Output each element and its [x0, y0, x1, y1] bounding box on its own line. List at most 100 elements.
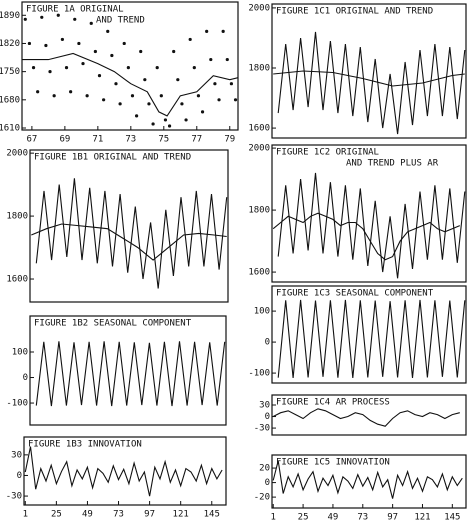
y-tick-label: 30 — [259, 401, 270, 411]
series-line — [24, 446, 223, 497]
y-tick-label: 1600 — [248, 268, 270, 278]
y-tick-label: 0 — [265, 412, 270, 422]
data-point — [200, 110, 205, 114]
y-tick-label: -30 — [254, 424, 270, 434]
panel-title: FIGURE 1B2 SEASONAL COMPONENT — [34, 319, 192, 329]
panel-title: AND TREND PLUS AR — [346, 159, 439, 169]
data-point — [85, 94, 89, 98]
data-point — [184, 118, 188, 122]
data-point — [167, 124, 172, 128]
series-line — [277, 299, 466, 379]
data-point — [44, 43, 48, 48]
panel-title: FIGURE 1C1 ORIGINAL AND TREND — [276, 7, 433, 17]
x-tick-label: 49 — [328, 513, 339, 523]
x-tick-label: 121 — [173, 510, 189, 520]
data-point — [209, 57, 213, 62]
data-point — [110, 53, 114, 58]
data-point — [97, 74, 102, 78]
y-tick-label: 1820 — [0, 39, 20, 49]
y-tick-label: 1610 — [0, 123, 20, 133]
panel-title: FIGURE 1C5 INNOVATION — [276, 458, 390, 468]
y-tick-label: 2000 — [6, 149, 28, 159]
data-point — [40, 15, 44, 19]
y-tick-label: 30 — [11, 450, 22, 460]
series-line — [277, 31, 466, 135]
panel-title: AND TREND — [96, 16, 145, 26]
series-line — [273, 70, 465, 87]
data-point — [213, 82, 217, 86]
data-point — [23, 17, 27, 21]
y-tick-label: -100 — [6, 399, 28, 409]
data-point — [143, 78, 147, 82]
x-tick-label: 73 — [125, 135, 136, 145]
panel-frame — [29, 315, 227, 426]
data-point — [31, 66, 36, 70]
x-tick-label: 69 — [59, 135, 70, 145]
x-tick-label: 1 — [23, 510, 28, 520]
data-point — [130, 94, 135, 98]
panel-frame — [271, 285, 467, 384]
data-point — [60, 37, 64, 42]
y-tick-label: 1800 — [248, 206, 270, 216]
x-tick-label: 145 — [204, 510, 220, 520]
data-point — [172, 49, 176, 54]
panel-title: FIGURE 1B1 ORIGINAL AND TREND — [34, 153, 191, 163]
panel-title: FIGURE 1A ORIGINAL — [26, 5, 124, 15]
series-line — [35, 341, 226, 407]
y-tick-label: 1600 — [248, 124, 270, 134]
panel-title: FIGURE 1C2 ORIGINAL — [276, 148, 379, 158]
y-tick-label: 1890 — [0, 11, 20, 21]
series-line — [22, 52, 239, 117]
data-point — [192, 66, 196, 70]
panel-frame — [23, 436, 227, 506]
series-line — [31, 223, 227, 261]
y-tick-label: 1800 — [6, 212, 28, 222]
panel-title: FIGURE 1C3 SEASONAL COMPONENT — [276, 289, 434, 299]
data-point — [81, 61, 85, 66]
data-point — [36, 90, 40, 94]
data-point — [134, 114, 139, 118]
x-tick-label: 145 — [444, 513, 460, 523]
x-tick-label: 73 — [357, 513, 368, 523]
x-tick-label: 49 — [82, 510, 93, 520]
panel-frame — [29, 149, 229, 303]
data-point — [122, 41, 126, 46]
series-line — [272, 212, 461, 261]
x-tick-label: 67 — [26, 135, 37, 145]
y-tick-label: 0 — [265, 338, 270, 348]
x-tick-label: 97 — [387, 513, 398, 523]
y-tick-label: 20 — [259, 464, 270, 474]
x-tick-label: 97 — [144, 510, 155, 520]
panel-title: FIGURE 1B3 INNOVATION — [28, 440, 142, 450]
y-tick-label: 0 — [17, 471, 22, 481]
data-point — [89, 21, 93, 25]
data-point — [102, 98, 106, 102]
panel-frame — [271, 144, 467, 283]
data-point — [205, 29, 209, 33]
data-point — [114, 82, 118, 86]
x-tick-label: 25 — [51, 510, 62, 520]
y-tick-label: 0 — [23, 373, 28, 383]
x-tick-label: 121 — [414, 513, 430, 523]
x-tick-label: 75 — [158, 135, 169, 145]
data-point — [163, 118, 168, 122]
x-tick-label: 25 — [298, 513, 309, 523]
y-tick-label: 2000 — [248, 3, 270, 13]
data-point — [77, 41, 81, 46]
data-point — [118, 102, 122, 106]
series-line — [272, 408, 460, 427]
data-point — [221, 29, 225, 33]
x-tick-label: 77 — [191, 135, 202, 145]
data-point — [52, 94, 56, 98]
data-point — [106, 29, 110, 33]
series-line — [35, 178, 228, 289]
data-point — [139, 49, 143, 54]
data-point — [229, 82, 234, 86]
data-point — [217, 98, 221, 102]
panel-frame — [271, 394, 467, 436]
y-tick-label: 1680 — [0, 95, 20, 105]
data-point — [56, 13, 60, 17]
data-point — [196, 94, 201, 98]
panel-title: FIGURE 1C4 AR PROCESS — [276, 398, 390, 408]
